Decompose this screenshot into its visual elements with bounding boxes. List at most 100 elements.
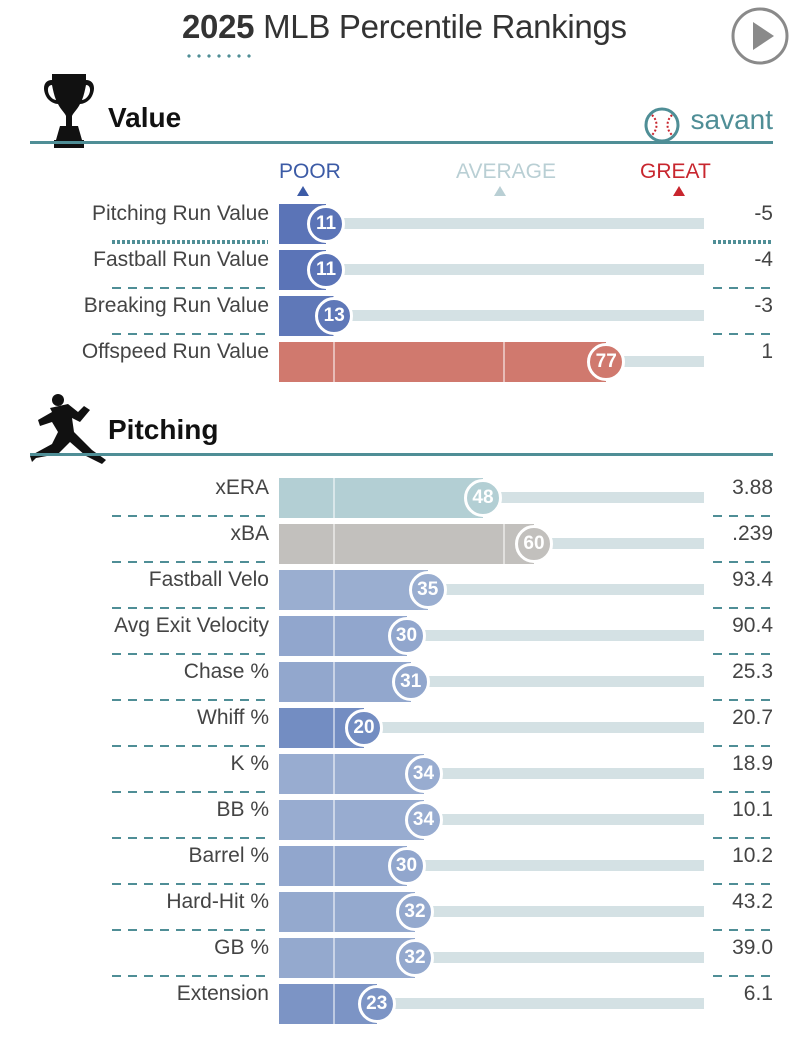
percentile-track: 30 — [279, 846, 704, 886]
row-divider — [713, 883, 773, 885]
row-divider — [713, 837, 773, 839]
row-divider — [713, 929, 773, 931]
percentile-row[interactable]: Fastball Velo 35 93.4 — [0, 562, 798, 610]
scale-tick — [332, 524, 335, 564]
percentile-circle: 48 — [464, 479, 502, 517]
percentile-track: 13 — [279, 296, 704, 336]
metric-value: 1 — [761, 340, 773, 363]
row-divider — [112, 745, 268, 747]
percentile-track: 23 — [279, 984, 704, 1024]
scale-great-label: GREAT — [640, 160, 711, 183]
percentile-bar — [279, 342, 607, 382]
percentile-track: 77 — [279, 342, 704, 382]
scale-great-marker — [673, 186, 685, 196]
metric-label: Fastball Run Value — [93, 248, 269, 271]
track-line — [279, 310, 704, 321]
scale-tick — [332, 754, 335, 794]
percentile-row[interactable]: Barrel % 30 10.2 — [0, 838, 798, 886]
metric-value: 90.4 — [732, 614, 773, 637]
percentile-row[interactable]: GB % 32 39.0 — [0, 930, 798, 978]
baseball-icon — [644, 107, 680, 143]
row-divider — [112, 561, 268, 563]
row-divider — [112, 929, 268, 931]
percentile-track: 20 — [279, 708, 704, 748]
section-value-header: Value savant — [30, 70, 773, 150]
row-divider — [713, 287, 773, 289]
percentile-bar — [279, 570, 428, 610]
metric-label: Pitching Run Value — [91, 202, 269, 225]
track-line — [279, 998, 704, 1009]
percentile-track: 34 — [279, 754, 704, 794]
percentile-track: 34 — [279, 800, 704, 840]
scale-average-marker — [494, 186, 506, 196]
percentile-row[interactable]: BB % 34 10.1 — [0, 792, 798, 840]
metric-value: -3 — [754, 294, 773, 317]
metric-label: Extension — [176, 982, 269, 1005]
title-area: 2025 MLB Percentile Rankings — [0, 4, 798, 66]
percentile-circle: 13 — [315, 297, 354, 335]
percentile-row[interactable]: Whiff % 20 20.7 — [0, 700, 798, 748]
percentile-row[interactable]: xBA 60 .239 — [0, 516, 798, 564]
percentile-bar — [279, 754, 424, 794]
track-line — [279, 860, 704, 871]
row-divider — [112, 653, 268, 655]
percentile-row[interactable]: Extension 23 6.1 — [0, 976, 798, 1024]
percentile-row[interactable]: Fastball Run Value 11 -4 — [0, 242, 798, 290]
scale-tick — [332, 938, 335, 978]
scale-labels: POOR AVERAGE GREAT — [0, 160, 798, 200]
track-line — [279, 630, 704, 641]
row-divider — [713, 607, 773, 609]
track-line — [279, 264, 704, 275]
row-divider — [713, 333, 773, 335]
title-underline — [184, 54, 256, 58]
metric-value: 43.2 — [732, 890, 773, 913]
row-divider — [713, 699, 773, 701]
row-divider — [713, 653, 773, 655]
section-pitching-rule — [30, 453, 773, 456]
percentile-circle: 23 — [357, 985, 396, 1023]
percentile-circle: 77 — [587, 343, 626, 381]
percentile-row[interactable]: Offspeed Run Value 77 1 — [0, 334, 798, 382]
scale-tick — [332, 342, 335, 382]
metric-label: GB % — [214, 936, 269, 959]
section-title-pitching: Pitching — [108, 414, 219, 445]
percentile-track: 32 — [279, 892, 704, 932]
percentile-row[interactable]: Chase % 31 25.3 — [0, 654, 798, 702]
percentile-row[interactable]: Avg Exit Velocity 30 90.4 — [0, 608, 798, 656]
percentile-bar — [279, 524, 534, 564]
track-line — [279, 906, 704, 917]
track-line — [279, 768, 704, 779]
play-button[interactable] — [730, 6, 790, 66]
metric-label: Hard-Hit % — [166, 890, 269, 913]
metric-label: BB % — [216, 798, 269, 821]
scale-tick — [332, 892, 335, 932]
percentile-row[interactable]: Hard-Hit % 32 43.2 — [0, 884, 798, 932]
scale-tick — [332, 708, 335, 748]
percentile-row[interactable]: Breaking Run Value 13 -3 — [0, 288, 798, 336]
percentile-row[interactable]: xERA 48 3.88 — [0, 470, 798, 518]
scale-tick — [332, 800, 335, 840]
scale-tick — [332, 846, 335, 886]
percentile-track: 11 — [279, 204, 704, 244]
percentile-row[interactable]: K % 34 18.9 — [0, 746, 798, 794]
metric-label: Barrel % — [188, 844, 269, 867]
section-pitching-header: Pitching — [30, 392, 773, 464]
scale-average-label: AVERAGE — [456, 160, 556, 183]
percentile-bar — [279, 846, 407, 886]
pitcher-icon — [30, 392, 108, 469]
row-divider — [713, 240, 773, 244]
metric-label: Breaking Run Value — [83, 294, 269, 317]
row-divider — [112, 975, 268, 977]
row-divider — [112, 515, 268, 517]
metric-label: Fastball Velo — [148, 568, 269, 591]
scale-poor-marker — [297, 186, 309, 196]
title-text: MLB Percentile Rankings — [254, 8, 627, 45]
metric-value: 3.88 — [732, 476, 773, 499]
percentile-circle: 31 — [391, 663, 430, 701]
percentile-bar — [279, 616, 407, 656]
percentile-row[interactable]: Pitching Run Value 11 -5 — [0, 196, 798, 244]
metric-value: 18.9 — [732, 752, 773, 775]
savant-logo: savant — [633, 104, 773, 144]
row-divider — [112, 883, 268, 885]
scale-tick — [332, 478, 335, 518]
